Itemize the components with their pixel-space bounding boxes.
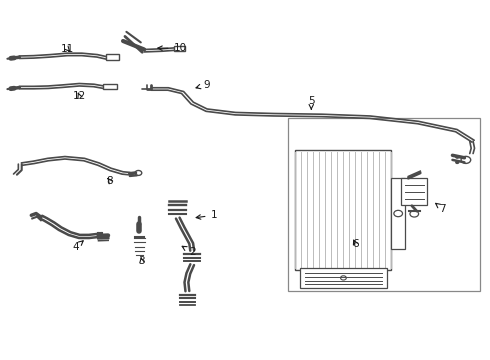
- Text: 6: 6: [352, 239, 359, 249]
- Text: 2: 2: [182, 246, 196, 257]
- Bar: [295, 150, 392, 270]
- FancyBboxPatch shape: [174, 46, 185, 51]
- FancyBboxPatch shape: [106, 54, 119, 60]
- Circle shape: [456, 156, 459, 158]
- Bar: [392, 178, 405, 249]
- Text: 11: 11: [61, 44, 74, 54]
- Bar: [401, 178, 427, 205]
- Text: 1: 1: [196, 210, 217, 220]
- Text: 5: 5: [308, 96, 315, 109]
- Text: 7: 7: [436, 203, 446, 214]
- Text: 12: 12: [73, 91, 86, 101]
- Bar: [288, 118, 480, 291]
- Circle shape: [456, 161, 459, 163]
- Text: 8: 8: [106, 176, 113, 186]
- Text: 10: 10: [158, 44, 187, 53]
- Text: 3: 3: [139, 256, 145, 266]
- Text: 9: 9: [196, 80, 210, 90]
- FancyBboxPatch shape: [103, 84, 117, 89]
- Text: 4: 4: [73, 241, 83, 252]
- Bar: [300, 268, 387, 288]
